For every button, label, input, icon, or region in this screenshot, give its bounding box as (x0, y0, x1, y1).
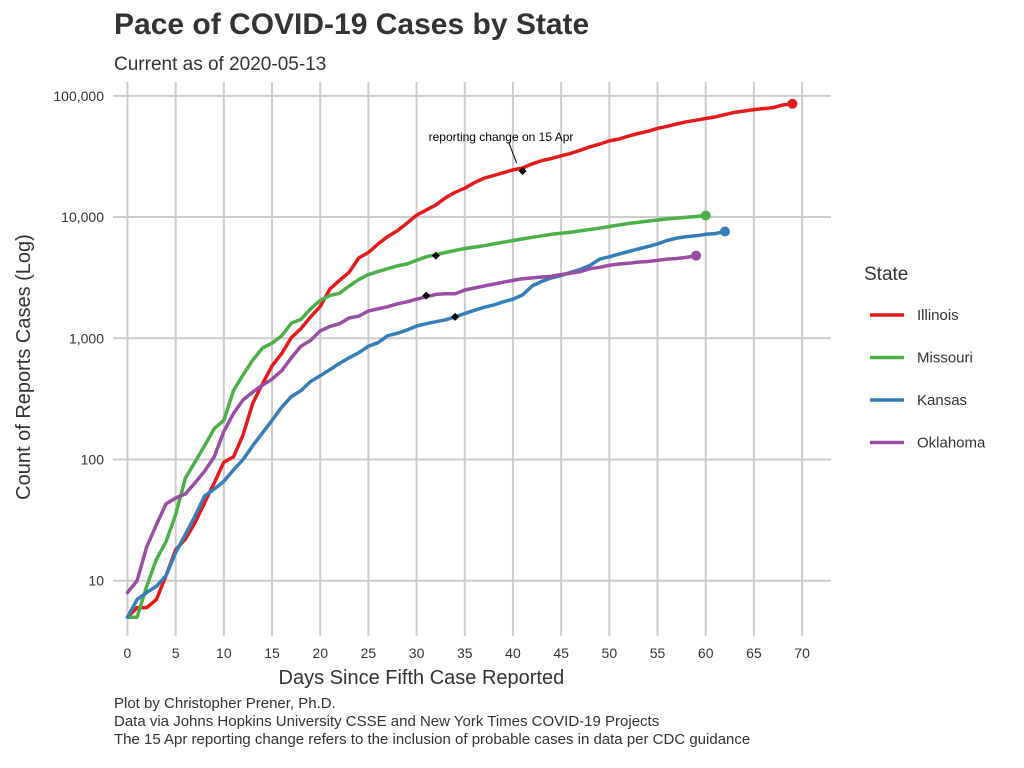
series-line-kansas (125, 229, 727, 619)
x-tick-label: 70 (794, 645, 810, 661)
legend-label-illinois: Illinois (917, 307, 959, 324)
y-tick-label: 10,000 (61, 209, 104, 225)
x-tick-label: 40 (505, 645, 521, 661)
x-tick-label: 20 (312, 645, 328, 661)
reporting-change-marker (518, 166, 527, 175)
x-tick-label: 35 (457, 645, 473, 661)
legend-label-kansas: Kansas (917, 392, 967, 409)
y-axis-label: Count of Reports Cases (Log) (13, 234, 35, 500)
caption: Plot by Christopher Prener, Ph.D. Data v… (114, 695, 750, 749)
series-line-oklahoma (125, 253, 698, 595)
reporting-change-marker (431, 251, 440, 260)
legend-label-missouri: Missouri (917, 350, 973, 367)
legend-label-oklahoma: Oklahoma (917, 435, 986, 452)
caption-note: The 15 Apr reporting change refers to th… (114, 731, 751, 748)
x-tick-label: 0 (124, 645, 132, 661)
x-tick-label: 5 (172, 645, 180, 661)
x-tick-label: 55 (650, 645, 666, 661)
series-endpoint-illinois (787, 98, 798, 109)
series-endpoint-missouri (700, 210, 711, 221)
x-tick-label: 10 (216, 645, 232, 661)
x-tick-label: 25 (361, 645, 377, 661)
caption-source: Data via Johns Hopkins University CSSE a… (114, 713, 660, 730)
y-tick-label: 100,000 (53, 88, 104, 104)
y-tick-label: 100 (81, 451, 105, 467)
series-endpoint-kansas (719, 226, 730, 237)
x-axis-label: Days Since Fifth Case Reported (279, 667, 565, 689)
series-endpoint-oklahoma (691, 250, 702, 261)
x-tick-label: 45 (553, 645, 569, 661)
chart-title: Pace of COVID-19 Cases by State (114, 8, 590, 41)
x-tick-label: 15 (264, 645, 280, 661)
x-tick-label: 50 (602, 645, 618, 661)
chart-subtitle: Current as of 2020-05-13 (114, 54, 327, 75)
x-tick-label: 60 (698, 645, 714, 661)
x-tick-label: 30 (409, 645, 425, 661)
legend-title: State (864, 264, 908, 285)
series-line-illinois (125, 102, 795, 619)
reporting-change-marker (451, 312, 460, 321)
y-tick-label: 10 (88, 573, 104, 589)
annotation-label: reporting change on 15 Apr (429, 130, 574, 144)
caption-author: Plot by Christopher Prener, Ph.D. (114, 695, 336, 712)
annotation-leader (508, 141, 518, 164)
series-line-missouri (125, 213, 708, 619)
reporting-change-marker (422, 291, 431, 300)
y-tick-label: 1,000 (69, 330, 104, 346)
x-tick-label: 65 (746, 645, 762, 661)
